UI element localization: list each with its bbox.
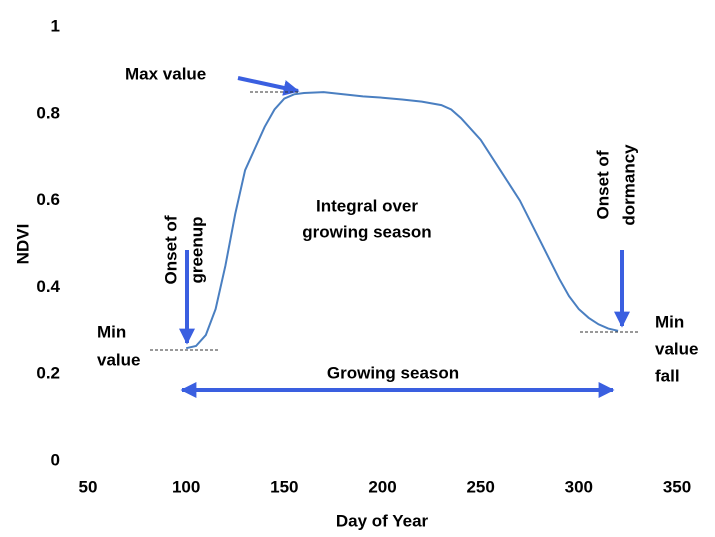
reference-lines (150, 91, 640, 351)
annotation: Onset of (161, 215, 180, 284)
x-tick-label: 300 (565, 477, 593, 496)
data-line (185, 91, 619, 350)
x-tick-label: 150 (270, 477, 298, 496)
y-tick-label: 0 (51, 450, 60, 469)
y-axis-label: NDVI (13, 224, 32, 265)
y-tick-label: 0.2 (36, 364, 60, 383)
annotation: Growing season (327, 363, 459, 382)
x-tick-label: 200 (368, 477, 396, 496)
annotation: Integral over (316, 196, 418, 215)
annotation: Max value (125, 64, 206, 83)
annotation: growing season (302, 222, 431, 241)
annotation: Min (655, 312, 684, 331)
annotation: Min (97, 322, 126, 341)
annotation: greenup (187, 216, 206, 283)
x-tick-label: 350 (663, 477, 691, 496)
x-tick-label: 250 (466, 477, 494, 496)
x-tick-label: 100 (172, 477, 200, 496)
annotation: fall (655, 366, 680, 385)
annotation: dormancy (619, 144, 638, 226)
x-axis-label: Day of Year (336, 511, 429, 530)
arrows (179, 76, 630, 398)
annotation: Onset of (593, 150, 612, 219)
arrow (237, 76, 300, 96)
annotation: value (655, 339, 698, 358)
y-tick-label: 0.6 (36, 190, 60, 209)
y-tick-label: 0.4 (36, 277, 60, 296)
y-tick-label: 0.8 (36, 103, 60, 122)
annotation: value (97, 350, 140, 369)
y-tick-label: 1 (51, 16, 60, 35)
x-tick-label: 50 (79, 477, 98, 496)
